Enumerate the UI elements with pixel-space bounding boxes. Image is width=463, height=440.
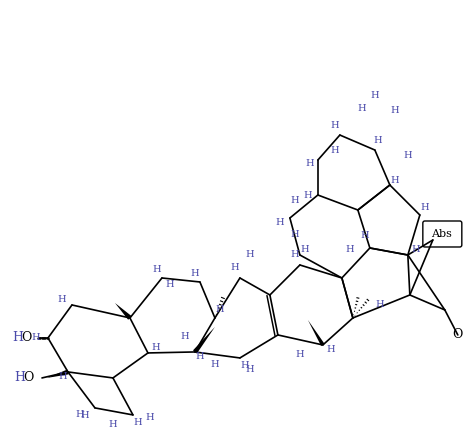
Text: H: H	[211, 360, 219, 370]
Text: H: H	[300, 246, 309, 254]
Text: H: H	[404, 150, 412, 160]
Text: H: H	[245, 366, 254, 374]
Text: H: H	[331, 121, 339, 129]
Text: H: H	[374, 136, 382, 144]
Text: H: H	[146, 414, 154, 422]
Text: H: H	[81, 411, 89, 421]
Text: H: H	[295, 350, 304, 359]
Text: H: H	[357, 103, 366, 113]
Text: H: H	[58, 296, 66, 304]
Text: H: H	[231, 264, 239, 272]
Text: H: H	[345, 246, 354, 254]
Text: H: H	[134, 418, 142, 427]
Text: O: O	[22, 331, 32, 345]
Text: H: H	[326, 345, 335, 355]
Text: H: H	[291, 195, 299, 205]
Text: H: H	[14, 371, 25, 385]
Text: H: H	[420, 202, 429, 212]
FancyBboxPatch shape	[423, 221, 462, 247]
Text: H: H	[181, 333, 189, 341]
Text: H: H	[109, 421, 117, 429]
Text: H: H	[390, 106, 399, 114]
Text: H: H	[331, 146, 339, 154]
Text: O: O	[24, 371, 34, 385]
Text: H: H	[304, 191, 312, 199]
Text: H: H	[412, 246, 420, 254]
Polygon shape	[47, 370, 69, 378]
Text: H: H	[12, 331, 23, 345]
Polygon shape	[193, 327, 215, 353]
Text: H: H	[75, 411, 84, 419]
Polygon shape	[115, 303, 131, 320]
Text: H: H	[151, 344, 160, 352]
Text: O: O	[453, 328, 463, 341]
Text: H: H	[275, 219, 284, 227]
Text: H: H	[291, 231, 299, 239]
Text: H: H	[166, 280, 174, 290]
Text: H: H	[241, 361, 249, 370]
Text: H: H	[153, 265, 161, 275]
Text: H: H	[306, 158, 314, 168]
Text: Abs: Abs	[432, 229, 452, 239]
Text: H: H	[191, 269, 199, 279]
Text: H: H	[375, 301, 384, 309]
Text: H: H	[361, 231, 369, 241]
Text: H: H	[31, 334, 40, 342]
Text: H: H	[291, 250, 299, 260]
Polygon shape	[308, 320, 325, 346]
Text: H: H	[390, 176, 399, 184]
Text: H: H	[195, 352, 204, 361]
Text: H: H	[216, 305, 224, 315]
Text: H: H	[59, 372, 67, 381]
Text: H: H	[370, 91, 379, 99]
Text: H: H	[245, 250, 254, 260]
